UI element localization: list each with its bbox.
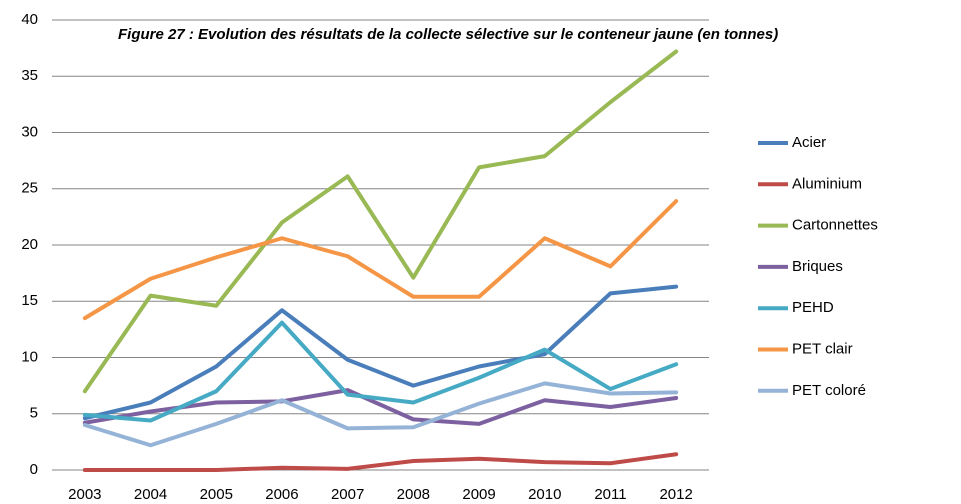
series-line [82, 284, 679, 421]
x-tick-label: 2011 [594, 486, 626, 503]
series-line [82, 320, 679, 423]
x-tick-label: 2004 [134, 486, 167, 503]
y-tick-label: 15 [21, 292, 38, 309]
series-line [82, 49, 679, 394]
x-tick-label: 2009 [462, 486, 495, 503]
series-line [82, 381, 679, 448]
x-tick-label: 2003 [68, 486, 101, 503]
legend-label: PET coloré [792, 382, 866, 399]
y-tick-label: 30 [21, 123, 38, 140]
legend-label: PEHD [792, 299, 834, 316]
x-tick-label: 2010 [528, 486, 561, 503]
x-tick-label: 2007 [331, 486, 364, 503]
x-tick-label: 2012 [659, 486, 692, 503]
x-tick-label: 2008 [397, 486, 430, 503]
y-tick-label: 0 [30, 461, 38, 478]
y-tick-label: 10 [21, 348, 38, 365]
plot: 0 5 10 15 20 25 30 35 40 2003 2004 2005 2006 2007 2008… [21, 11, 878, 503]
legend-label: Cartonnettes [792, 217, 878, 234]
series-line [82, 452, 679, 472]
y-tick-label: 20 [21, 236, 38, 253]
x-tick-label: 2005 [200, 486, 233, 503]
legend-label: PET clair [792, 340, 853, 357]
series-line [82, 388, 679, 426]
series-line [82, 199, 679, 321]
y-tick-label: 25 [21, 180, 38, 197]
x-tick-label: 2006 [265, 486, 298, 503]
legend-label: Acier [792, 134, 826, 151]
y-tick-label: 5 [30, 405, 38, 422]
legend-label: Aluminium [792, 175, 862, 192]
legend-label: Briques [792, 258, 843, 275]
chart-title: Figure 27 : Evolution des résultats de l… [118, 26, 778, 43]
y-tick-label: 35 [21, 67, 38, 84]
y-tick-label: 40 [21, 11, 38, 28]
